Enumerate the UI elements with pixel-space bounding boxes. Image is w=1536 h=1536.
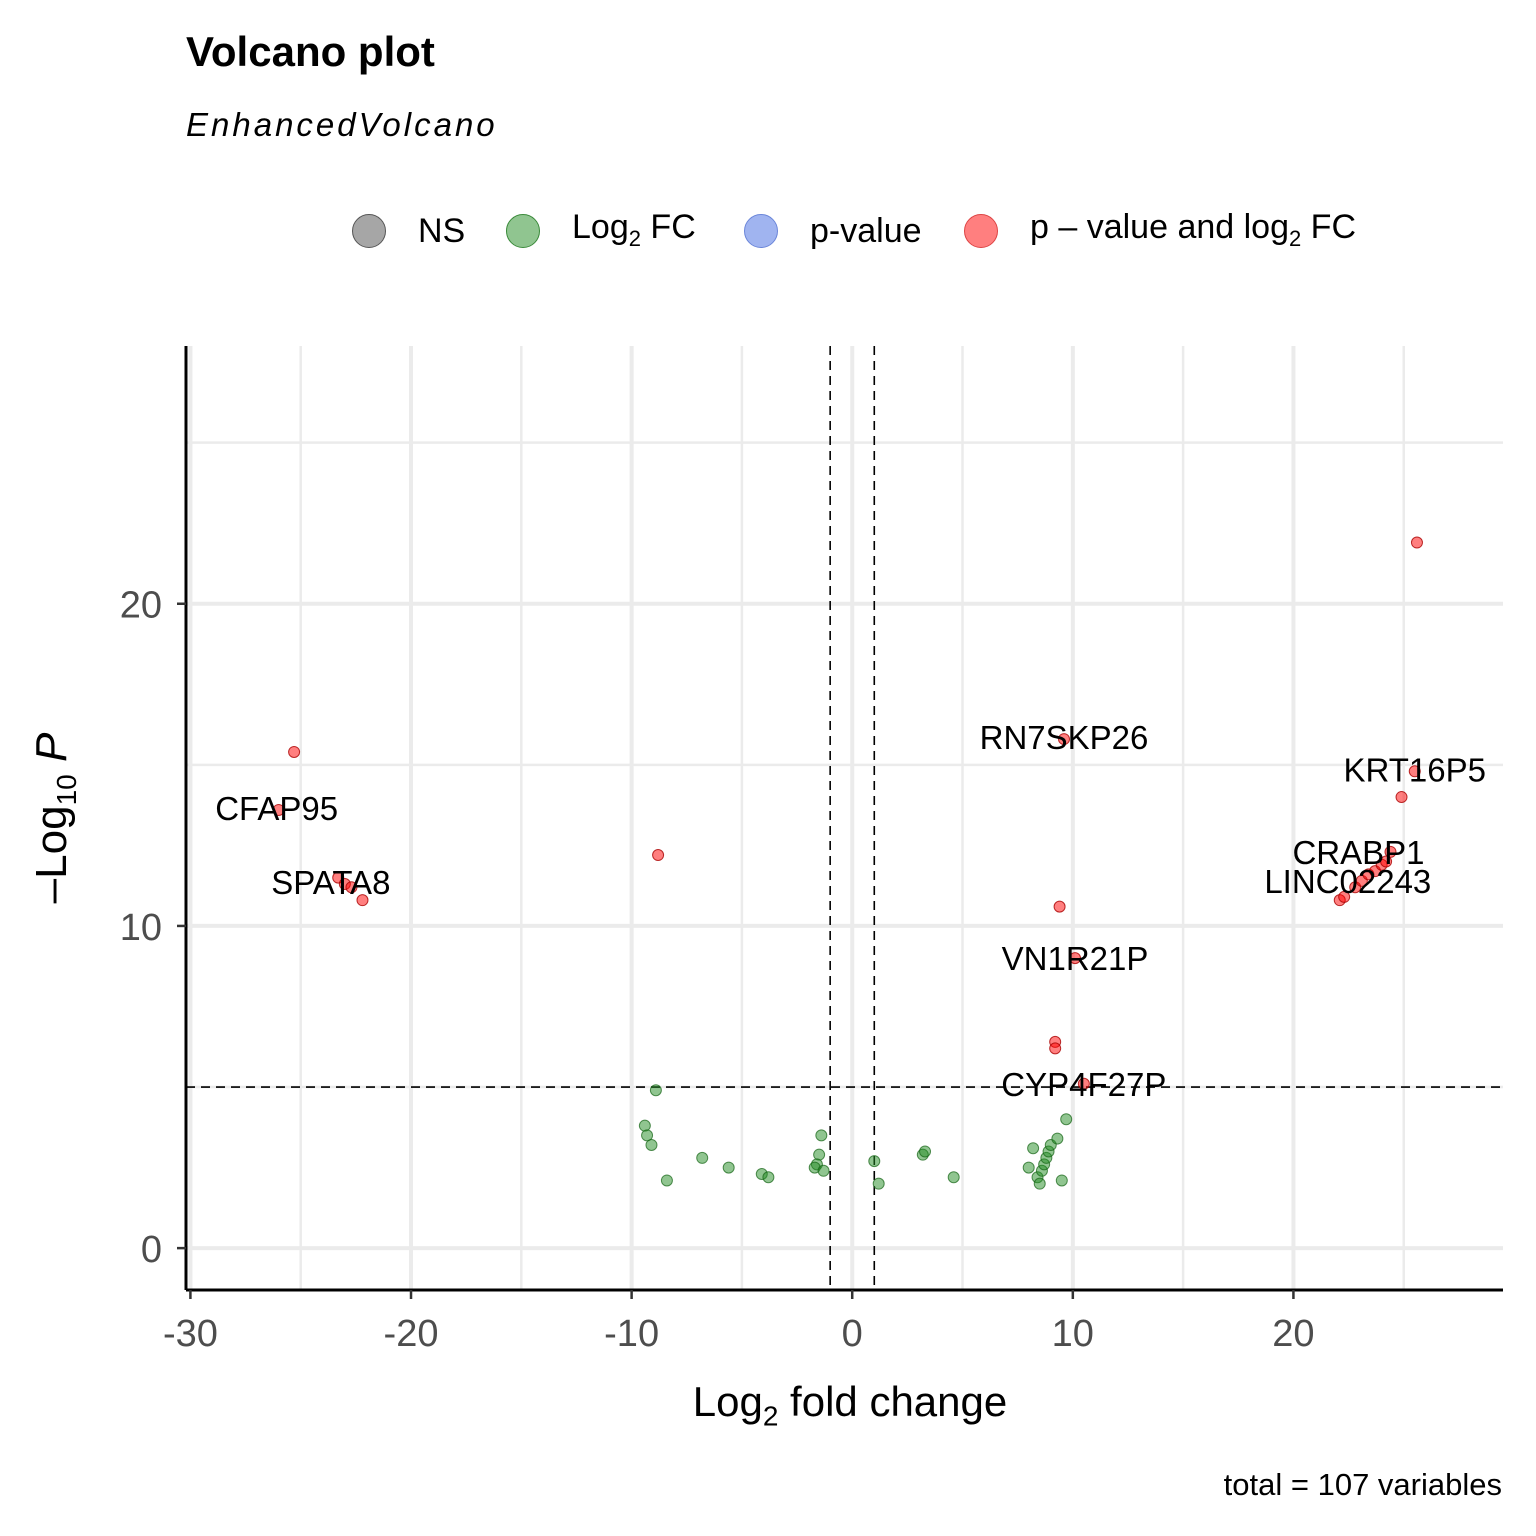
data-point <box>649 1084 662 1097</box>
x-tick-label: -30 <box>163 1313 218 1355</box>
point-label: KRT16P5 <box>1344 751 1486 788</box>
point-label: CRABP1 <box>1292 834 1424 871</box>
point-label: RN7SKP26 <box>980 719 1149 756</box>
legend-label-fc: Log2 FC <box>572 208 696 251</box>
x-axis-label: Log2 fold change <box>692 1378 1008 1432</box>
legend: NS Log2 FC p-value p – value and log2 FC <box>0 200 1536 260</box>
data-point <box>872 1177 885 1190</box>
y-tick-label: 10 <box>120 907 162 949</box>
legend-label-ns: NS <box>418 212 466 250</box>
x-tick-label: 0 <box>842 1313 863 1355</box>
data-point <box>1022 1161 1035 1174</box>
caption: total = 107 variables <box>1223 1467 1502 1502</box>
x-tick-label: 20 <box>1272 1313 1314 1355</box>
data-point <box>947 1171 960 1184</box>
point-label: CYP4F27P <box>1001 1066 1166 1103</box>
data-point <box>1049 1042 1062 1055</box>
data-point <box>815 1129 828 1142</box>
data-point <box>762 1171 775 1184</box>
data-point <box>1410 536 1423 549</box>
data-point <box>1338 890 1351 903</box>
data-point <box>1051 1132 1064 1145</box>
data-points <box>272 536 1423 1190</box>
data-point <box>817 1164 830 1177</box>
point-label: LINC02243 <box>1264 863 1431 900</box>
data-point <box>919 1145 932 1158</box>
data-point <box>652 849 665 862</box>
y-tick-label: 0 <box>141 1229 162 1271</box>
data-point <box>813 1148 826 1161</box>
threshold-lines <box>186 346 1503 1290</box>
data-point <box>660 1174 673 1187</box>
data-point <box>696 1151 709 1164</box>
grid-lines <box>186 346 1503 1290</box>
data-point <box>345 881 358 894</box>
chart-title: Volcano plot <box>186 28 435 75</box>
legend-swatch-ns <box>352 214 386 248</box>
data-point <box>1077 1077 1090 1090</box>
data-point <box>1060 1113 1073 1126</box>
data-point <box>1380 855 1393 868</box>
data-point <box>1058 733 1070 746</box>
legend-label-p: p-value <box>810 212 922 250</box>
data-point <box>1053 900 1066 913</box>
data-point <box>1395 791 1408 804</box>
point-labels: CFAP95 SPATA8 RN7SKP26 KRT16P5 CRABP1LINC022… <box>215 719 1486 1103</box>
data-point <box>638 1119 651 1132</box>
data-point <box>1384 845 1397 858</box>
chart-subtitle: EnhancedVolcano <box>186 106 498 143</box>
data-point <box>641 1129 654 1142</box>
data-point <box>645 1139 658 1152</box>
data-point <box>1055 1174 1068 1187</box>
axes: -30 -20 -10 0 10 20 0 10 20 <box>120 346 1503 1355</box>
legend-swatch-fc <box>506 214 540 248</box>
legend-swatch-fcp <box>964 214 998 248</box>
point-label: SPATA8 <box>271 864 390 901</box>
data-point <box>1069 952 1082 965</box>
data-point <box>356 894 369 907</box>
data-point <box>722 1161 735 1174</box>
data-point <box>1408 765 1421 778</box>
y-axis-label: –Log10 P <box>27 732 82 903</box>
data-point <box>1027 1142 1040 1155</box>
svg-text:–Log10 P: –Log10 P <box>27 732 82 903</box>
data-point <box>272 803 285 816</box>
point-label: CFAP95 <box>215 790 338 827</box>
x-tick-label: -10 <box>604 1313 659 1355</box>
data-point <box>288 745 301 758</box>
y-tick-label: 20 <box>120 585 162 627</box>
legend-label-fcp: p – value and log2 FC <box>1030 208 1357 251</box>
point-label: VN1R21P <box>1002 940 1149 977</box>
x-tick-label: 10 <box>1052 1313 1094 1355</box>
x-tick-label: -20 <box>384 1313 439 1355</box>
legend-swatch-p <box>744 214 778 248</box>
data-point <box>1033 1177 1046 1190</box>
data-point <box>868 1155 881 1168</box>
